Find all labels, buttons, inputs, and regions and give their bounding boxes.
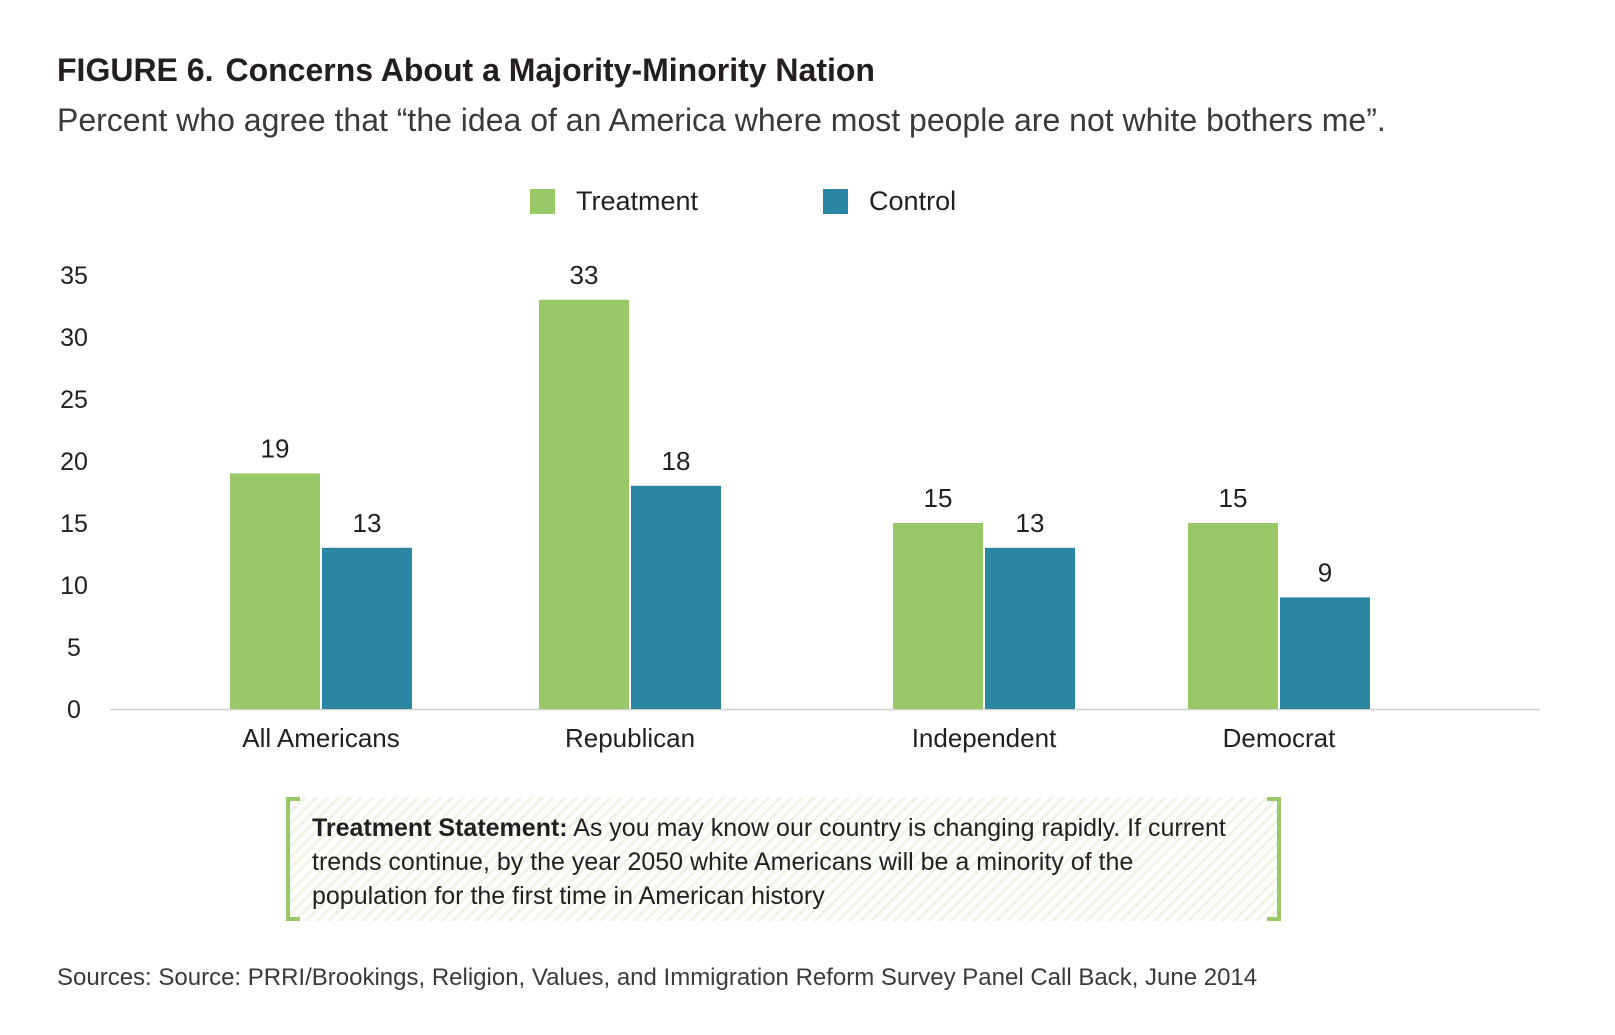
y-tick-label: 10 [60,572,88,600]
chart-subtitle: Percent who agree that “the idea of an A… [57,102,1386,138]
bar-value-label: 13 [353,508,382,538]
bar-treatment [539,299,629,709]
bar-value-label: 13 [1016,508,1045,538]
bar-value-label: 15 [924,483,953,513]
bar-chart: 0 5 10 15 20 25 30 35 19 13 All Americans 33 18 Repub… [60,260,1540,753]
chart-title: FIGURE 6. Concerns About a Majority-Minor… [57,52,875,89]
legend-swatch-treatment [530,189,555,214]
figure-title: Concerns About a Majority-Minority Natio… [225,52,875,88]
x-category-label: Democrat [1223,723,1336,753]
y-tick-label: 5 [67,634,81,662]
legend-label-treatment: Treatment [576,186,699,216]
bar-value-label: 18 [662,446,691,476]
callout-text: Treatment Statement: As you may know our… [312,811,1251,913]
y-tick-label: 25 [60,386,88,414]
x-category-label: All Americans [242,723,400,753]
bar-value-label: 19 [261,433,290,463]
y-tick-label: 20 [60,448,88,476]
treatment-statement-callout: Treatment Statement: As you may know our… [286,797,1281,921]
bar-treatment [230,473,320,709]
bar-control [985,547,1075,709]
bar-value-label: 15 [1219,483,1248,513]
callout-right-bracket [1267,797,1281,921]
figure-number: FIGURE 6. [57,52,214,88]
source-note: Sources: Source: PRRI/Brookings, Religio… [57,964,1258,991]
bar-value-label: 9 [1318,557,1332,587]
legend-swatch-control [823,189,849,214]
bar-control [322,547,412,709]
bar-control [631,485,721,709]
x-category-label: Independent [912,723,1057,753]
bar-value-label: 33 [570,260,599,290]
y-tick-label: 30 [60,324,88,352]
chart-legend: Treatment Control [530,186,1081,217]
bar-treatment [893,523,983,709]
legend-item-treatment: Treatment [530,186,698,217]
x-category-label: Republican [565,723,695,753]
callout-body: As you may know our country is changing … [312,814,1226,910]
callout-label: Treatment Statement: [312,814,568,842]
y-tick-label: 35 [60,262,88,290]
y-tick-label: 0 [67,696,81,724]
legend-label-control: Control [869,186,957,216]
legend-item-control: Control [823,186,956,217]
callout-left-bracket [286,797,300,921]
bar-control [1280,597,1370,709]
bar-treatment [1188,523,1278,709]
y-tick-label: 15 [60,510,88,538]
